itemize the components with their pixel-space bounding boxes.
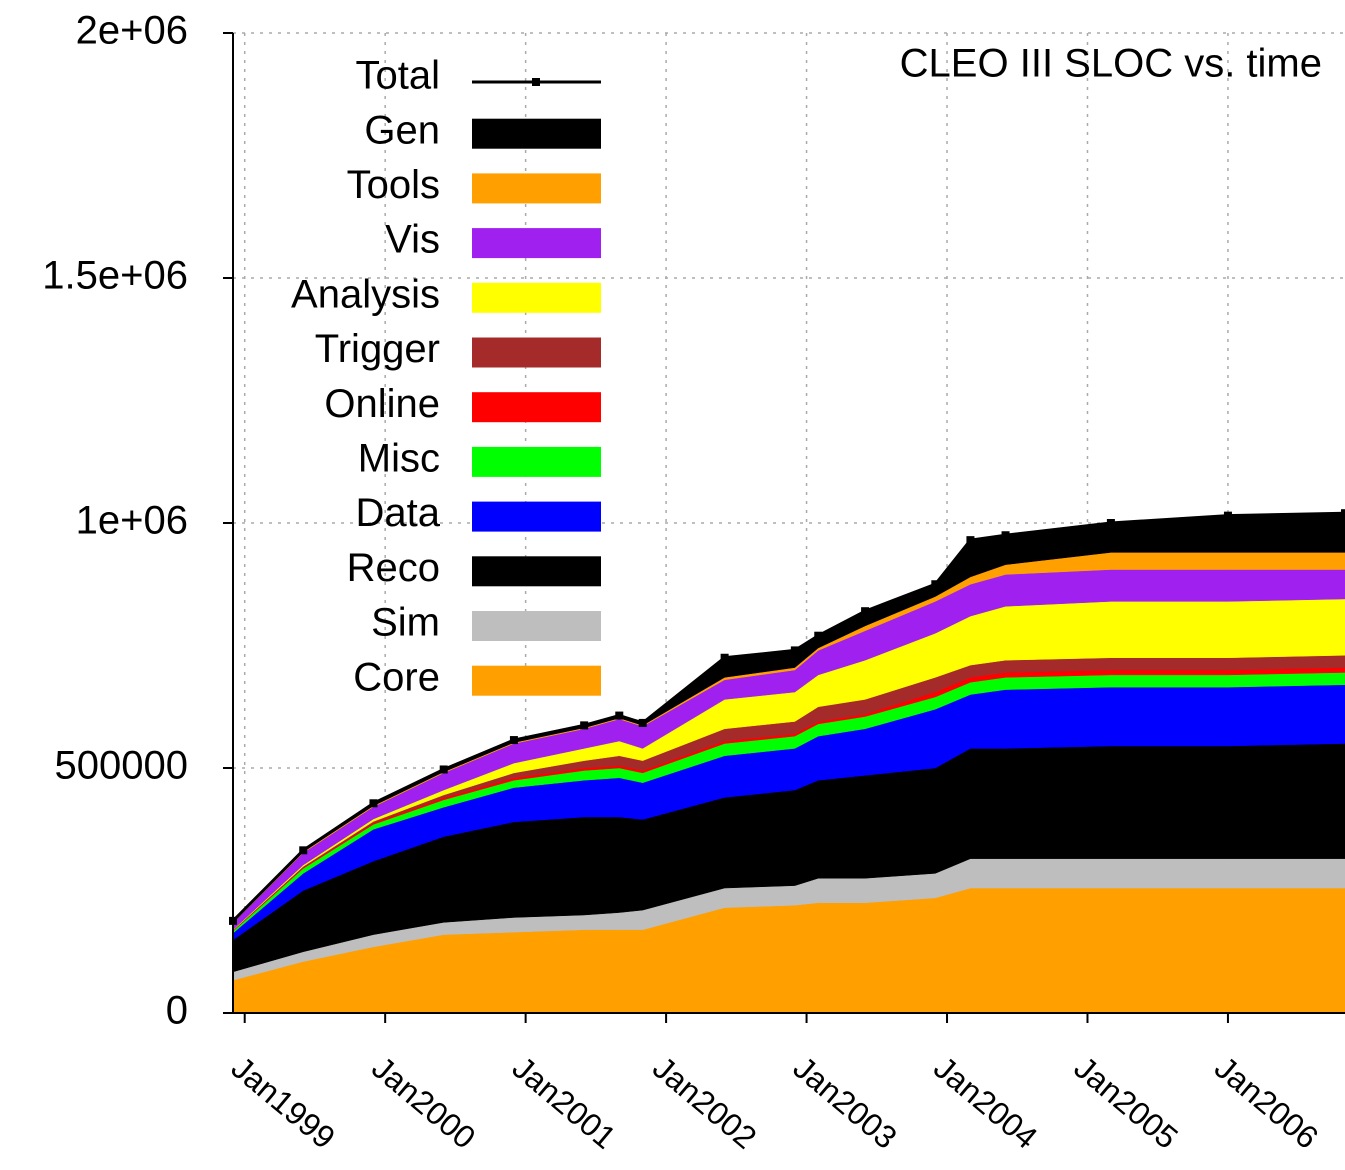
- x-tick-label: Jan2000: [365, 1049, 482, 1155]
- x-tick-label: Jan2006: [1208, 1049, 1325, 1155]
- y-tick-label: 1.5e+06: [42, 254, 188, 298]
- legend-swatch: [472, 118, 601, 149]
- total-marker: [439, 765, 448, 774]
- x-tick-label: Jan2005: [1068, 1049, 1185, 1155]
- legend-label: Gen: [364, 108, 440, 152]
- x-tick-label: Jan1999: [225, 1049, 342, 1155]
- legend-label: Misc: [358, 436, 440, 480]
- legend-swatch: [472, 501, 601, 532]
- total-marker: [1001, 531, 1010, 540]
- legend-label: Online: [324, 382, 440, 426]
- legend: Core Sim Reco Data Misc Online Trigger Analysis…: [291, 54, 601, 699]
- legend-marker: [532, 78, 540, 86]
- total-line: [231, 511, 1345, 922]
- total-marker: [509, 736, 518, 745]
- y-tick-label: 500000: [55, 744, 188, 788]
- legend-label: Tools: [347, 163, 440, 207]
- legend-swatch: [472, 282, 601, 313]
- x-tick-label: Jan2002: [646, 1049, 763, 1155]
- total-marker: [1223, 511, 1232, 520]
- legend-label: Analysis: [291, 272, 440, 316]
- x-tick-label: Jan2001: [506, 1049, 623, 1155]
- total-marker: [229, 916, 237, 925]
- legend-swatch: [472, 228, 601, 259]
- legend-label: Trigger: [315, 327, 440, 371]
- total-marker: [931, 580, 940, 589]
- total-marker: [1341, 509, 1345, 518]
- total-marker: [580, 721, 589, 730]
- legend-swatch: [472, 173, 601, 204]
- total-marker: [1106, 519, 1115, 527]
- legend-swatch: [472, 446, 601, 477]
- legend-label: Reco: [347, 546, 440, 590]
- total-marker: [615, 711, 624, 720]
- total-marker: [299, 846, 308, 855]
- y-tick-label: 2e+06: [76, 9, 188, 53]
- legend-label: Core: [353, 655, 440, 699]
- legend-swatch: [472, 611, 601, 641]
- legend-label: Data: [356, 491, 441, 535]
- legend-swatch: [472, 337, 601, 368]
- legend-swatch: [472, 665, 601, 696]
- total-marker: [369, 799, 378, 808]
- legend-label: Sim: [371, 601, 440, 645]
- legend-swatch: [472, 392, 601, 423]
- y-tick-label: 0: [166, 989, 188, 1033]
- total-marker: [814, 631, 823, 640]
- legend-label: Total: [356, 54, 441, 98]
- y-tick-label: 1e+06: [76, 499, 188, 543]
- total-marker: [720, 653, 729, 662]
- total-marker: [790, 646, 799, 655]
- legend-swatch: [472, 556, 601, 587]
- legend-label: Vis: [385, 218, 440, 262]
- x-tick-label: Jan2004: [927, 1049, 1044, 1155]
- total-marker: [966, 536, 975, 545]
- total-marker: [861, 607, 870, 616]
- total-marker: [638, 718, 647, 727]
- x-tick-label: Jan2003: [787, 1049, 904, 1155]
- chart-title: CLEO III SLOC vs. time: [900, 42, 1322, 86]
